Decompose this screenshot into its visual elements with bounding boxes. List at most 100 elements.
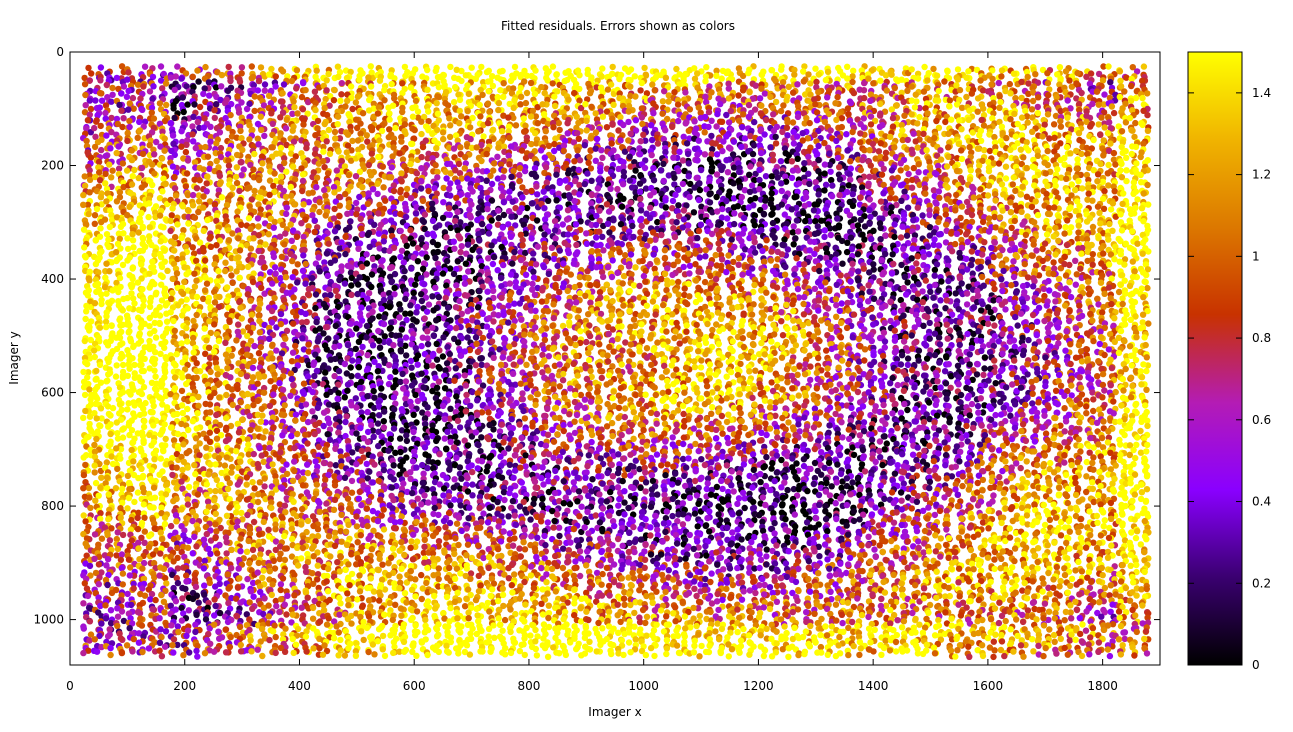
scatter-point bbox=[347, 364, 354, 371]
scatter-point bbox=[80, 625, 88, 632]
scatter-point bbox=[385, 104, 392, 111]
scatter-point bbox=[330, 635, 338, 642]
scatter-point bbox=[320, 572, 328, 580]
scatter-point bbox=[333, 623, 340, 630]
scatter-point bbox=[145, 544, 153, 551]
scatter-point bbox=[174, 430, 182, 438]
scatter-point bbox=[136, 247, 143, 255]
scatter-point bbox=[191, 101, 198, 108]
scatter-point bbox=[342, 566, 349, 573]
scatter-point bbox=[233, 448, 240, 455]
scatter-point bbox=[212, 461, 219, 468]
scatter-point bbox=[363, 275, 371, 282]
scatter-point bbox=[141, 417, 148, 425]
scatter-point bbox=[204, 216, 211, 224]
scatter-point bbox=[184, 206, 192, 214]
scatter-point bbox=[107, 145, 114, 152]
scatter-point bbox=[364, 522, 371, 530]
scatter-point bbox=[259, 412, 266, 419]
scatter-point bbox=[316, 508, 323, 515]
scatter-point bbox=[309, 189, 316, 196]
scatter-point bbox=[337, 448, 344, 455]
scatter-point bbox=[315, 241, 322, 248]
scatter-point bbox=[272, 73, 279, 80]
scatter-point bbox=[298, 555, 305, 562]
scatter-point bbox=[282, 335, 289, 342]
scatter-point bbox=[348, 489, 356, 496]
scatter-point bbox=[167, 522, 175, 530]
scatter-point bbox=[255, 306, 262, 313]
scatter-point bbox=[331, 205, 338, 213]
scatter-point bbox=[103, 378, 110, 385]
scatter-point bbox=[332, 355, 339, 363]
scatter-point bbox=[288, 375, 296, 383]
scatter-point bbox=[196, 177, 203, 184]
scatter-point bbox=[174, 63, 181, 70]
scatter-point bbox=[210, 648, 218, 655]
scatter-point bbox=[117, 514, 124, 521]
scatter-point bbox=[323, 578, 330, 585]
scatter-point bbox=[167, 217, 174, 225]
scatter-point bbox=[254, 646, 261, 653]
scatter-point bbox=[222, 267, 229, 275]
scatter-point bbox=[112, 249, 120, 256]
scatter-point bbox=[134, 608, 142, 616]
scatter-point bbox=[330, 506, 338, 513]
scatter-point bbox=[140, 423, 148, 431]
scatter-point bbox=[140, 439, 147, 447]
scatter-point bbox=[294, 430, 301, 438]
scatter-point bbox=[327, 553, 334, 560]
scatter-point bbox=[353, 325, 360, 332]
scatter-point bbox=[125, 400, 132, 407]
scatter-point bbox=[156, 312, 164, 319]
scatter-point bbox=[109, 167, 116, 174]
scatter-point bbox=[322, 324, 330, 331]
scatter-point bbox=[283, 168, 290, 175]
scatter-point bbox=[260, 610, 267, 618]
scatter-point bbox=[355, 364, 363, 371]
scatter-point bbox=[92, 97, 99, 104]
scatter-point bbox=[159, 273, 166, 281]
scatter-point bbox=[86, 97, 94, 104]
scatter-point bbox=[320, 459, 328, 467]
scatter-point bbox=[202, 63, 209, 71]
scatter-point bbox=[300, 201, 307, 208]
scatter-point bbox=[283, 116, 290, 124]
scatter-point bbox=[185, 426, 192, 434]
scatter-point bbox=[171, 374, 179, 381]
scatter-point bbox=[103, 313, 110, 320]
scatter-point bbox=[392, 124, 399, 132]
scatter-point bbox=[358, 628, 365, 635]
scatter-point bbox=[207, 138, 214, 145]
scatter-point bbox=[179, 290, 187, 297]
scatter-point bbox=[183, 271, 190, 278]
scatter-point bbox=[211, 596, 218, 603]
scatter-point bbox=[160, 447, 167, 455]
scatter-point bbox=[80, 191, 87, 199]
scatter-point bbox=[359, 184, 366, 191]
scatter-point bbox=[266, 636, 273, 644]
scatter-point bbox=[324, 588, 332, 595]
scatter-point bbox=[113, 345, 121, 353]
scatter-point bbox=[127, 391, 134, 398]
scatter-point bbox=[331, 228, 339, 235]
scatter-point bbox=[207, 550, 214, 557]
scatter-point bbox=[233, 164, 240, 171]
scatter-point bbox=[312, 458, 319, 465]
scatter-point bbox=[125, 556, 133, 563]
scatter-point bbox=[124, 590, 131, 598]
scatter-point bbox=[216, 394, 223, 401]
scatter-point bbox=[368, 150, 375, 157]
scatter-point bbox=[309, 545, 316, 552]
scatter-point bbox=[119, 570, 127, 577]
scatter-point bbox=[352, 173, 360, 180]
scatter-point bbox=[367, 374, 374, 381]
scatter-point bbox=[148, 442, 155, 449]
scatter-point bbox=[92, 237, 100, 244]
scatter-point bbox=[117, 455, 124, 462]
scatter-point bbox=[103, 474, 111, 481]
scatter-point bbox=[341, 360, 349, 368]
scatter-point bbox=[244, 185, 251, 192]
scatter-point bbox=[148, 109, 155, 116]
